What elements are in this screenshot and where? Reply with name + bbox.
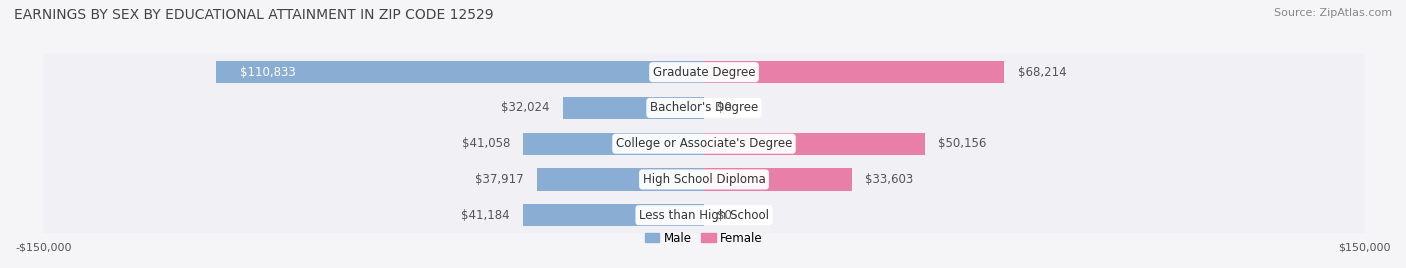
Text: Less than High School: Less than High School <box>638 209 769 222</box>
Text: Bachelor's Degree: Bachelor's Degree <box>650 102 758 114</box>
Text: $0: $0 <box>717 102 733 114</box>
Text: $50,156: $50,156 <box>938 137 987 150</box>
Text: Source: ZipAtlas.com: Source: ZipAtlas.com <box>1274 8 1392 18</box>
Text: $32,024: $32,024 <box>501 102 550 114</box>
Legend: Male, Female: Male, Female <box>640 227 768 250</box>
Bar <box>704 133 925 155</box>
Text: $68,214: $68,214 <box>1018 66 1066 79</box>
Bar <box>44 162 1365 197</box>
Text: $0: $0 <box>717 209 733 222</box>
Text: $110,833: $110,833 <box>240 66 295 79</box>
Bar <box>44 197 1365 233</box>
Bar <box>44 90 1365 126</box>
Bar <box>562 97 704 119</box>
Bar <box>523 204 704 226</box>
Text: Graduate Degree: Graduate Degree <box>652 66 755 79</box>
Bar <box>704 168 852 191</box>
Text: $33,603: $33,603 <box>865 173 914 186</box>
Bar <box>704 61 1004 83</box>
Bar <box>215 61 704 83</box>
Text: EARNINGS BY SEX BY EDUCATIONAL ATTAINMENT IN ZIP CODE 12529: EARNINGS BY SEX BY EDUCATIONAL ATTAINMEN… <box>14 8 494 22</box>
Text: $41,058: $41,058 <box>461 137 510 150</box>
Bar <box>44 126 1365 162</box>
Bar <box>537 168 704 191</box>
Text: $41,184: $41,184 <box>461 209 509 222</box>
Text: College or Associate's Degree: College or Associate's Degree <box>616 137 792 150</box>
Text: High School Diploma: High School Diploma <box>643 173 765 186</box>
Bar <box>44 54 1365 90</box>
Text: $37,917: $37,917 <box>475 173 524 186</box>
Bar <box>523 133 704 155</box>
